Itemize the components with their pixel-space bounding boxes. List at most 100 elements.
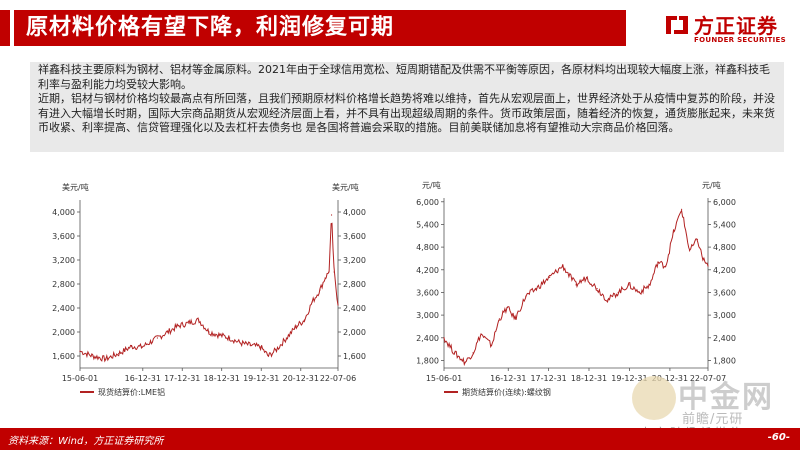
x-tick-label: 17-12-31 — [164, 374, 200, 383]
data-point — [328, 271, 330, 273]
series-line — [79, 222, 339, 363]
summary-paragraph-1: 祥鑫科技主要原料为钢材、铝材等金属原料。2021年由于全球信用宽松、短周期错配及… — [38, 63, 770, 91]
y-tick-label-left: 4,800 — [416, 243, 439, 252]
y-tick-label-right: 5,400 — [713, 220, 736, 229]
x-tick-label: 17-12-31 — [530, 374, 566, 383]
x-tick-label: 22-07-07 — [690, 374, 726, 383]
y-tick-label-left: 3,600 — [416, 288, 439, 297]
y-tick-label-right: 2,400 — [713, 334, 736, 343]
data-point — [92, 355, 94, 357]
data-point — [575, 284, 577, 286]
data-point — [187, 322, 189, 324]
data-point — [464, 361, 466, 363]
summary-text-box: 祥鑫科技主要原料为钢材、铝材等金属原料。2021年由于全球信用宽松、短周期错配及… — [30, 62, 784, 152]
y-unit-left: 元/吨 — [422, 180, 441, 190]
logo-text-en: FOUNDER SECURITIES — [694, 36, 786, 44]
y-tick-label-left: 3,200 — [52, 256, 75, 265]
data-point — [649, 284, 651, 286]
data-point — [296, 325, 298, 327]
x-tick-label: 22-07-06 — [320, 374, 356, 383]
data-point — [506, 306, 508, 309]
data-point — [229, 337, 231, 339]
data-point — [319, 289, 321, 291]
y-tick-label-left: 4,000 — [52, 208, 75, 217]
data-point — [681, 208, 683, 210]
y-tick-label-right: 3,000 — [713, 311, 736, 320]
data-point — [607, 299, 609, 301]
data-point — [638, 291, 640, 294]
data-point — [198, 319, 200, 321]
y-tick-label-right: 6,000 — [713, 198, 736, 207]
data-point — [303, 319, 306, 321]
data-point — [617, 291, 619, 294]
y-tick-label-right: 3,600 — [713, 288, 736, 297]
y-tick-label-right: 4,800 — [713, 243, 736, 252]
data-point — [330, 214, 333, 216]
y-tick-label-right: 1,600 — [343, 352, 366, 361]
data-point — [177, 325, 179, 327]
y-tick-label-right: 3,200 — [343, 256, 366, 265]
data-point — [585, 276, 588, 278]
y-tick-label-left: 5,400 — [416, 220, 439, 229]
title-bar: 原材料价格有望下降，利润修复可期 方正证券 FOUNDER SECURITIES — [0, 0, 800, 52]
data-point — [480, 333, 482, 335]
y-tick-label-right: 2,400 — [343, 304, 366, 313]
y-tick-label-right: 4,000 — [343, 208, 366, 217]
data-point — [131, 345, 133, 347]
x-tick-label: 15-06-01 — [426, 374, 462, 383]
y-tick-label-left: 4,200 — [416, 266, 439, 275]
x-tick-label: 16-12-31 — [490, 374, 526, 383]
data-point — [665, 265, 667, 267]
rebar-futures-chart-svg: 元/吨 元/吨 1,800 2,400 3,000 3,600 4,200 4,800 5,40… — [416, 180, 736, 397]
data-point — [337, 304, 339, 306]
data-point — [141, 346, 143, 348]
data-point — [549, 276, 551, 278]
data-point — [285, 337, 287, 339]
y-tick-label-right: 4,200 — [713, 266, 736, 275]
data-point — [514, 318, 516, 320]
series-line — [443, 209, 709, 367]
data-point — [702, 257, 704, 260]
data-point — [525, 295, 527, 297]
chart-lme-aluminum: 美元/吨 美元/吨 1,600 2,000 2,400 2,800 3,200 3,600 4,… — [48, 170, 378, 404]
title-block — [14, 10, 626, 46]
data-point — [260, 346, 262, 348]
y-tick-label-left: 2,400 — [52, 304, 75, 313]
data-point — [696, 238, 699, 241]
data-point — [707, 265, 709, 267]
data-point — [239, 342, 241, 344]
y-tick-label-right: 2,800 — [343, 280, 366, 289]
x-tick-label: 18-12-31 — [571, 374, 607, 383]
data-point — [596, 288, 598, 290]
data-point — [688, 250, 691, 252]
data-point — [498, 318, 501, 320]
data-point — [673, 231, 675, 233]
data-point — [535, 288, 537, 290]
x-tick-label: 18-12-31 — [204, 374, 240, 383]
x-tick-label: 20-12-31 — [652, 374, 688, 383]
chart-rebar-futures: 元/吨 元/吨 1,800 2,400 3,000 3,600 4,200 4,800 5,40… — [408, 170, 748, 404]
data-point — [208, 331, 210, 333]
company-logo: 方正证券 FOUNDER SECURITIES — [664, 8, 796, 48]
y-tick-label-right: 3,600 — [343, 232, 366, 241]
y-tick-label-left: 3,600 — [52, 232, 75, 241]
data-point — [267, 355, 269, 357]
data-point — [311, 301, 313, 303]
data-point — [249, 344, 251, 346]
legend-label: 现货结算价:LME铝 — [98, 387, 165, 397]
data-point — [118, 353, 120, 355]
y-tick-label-left: 2,400 — [416, 334, 439, 343]
y-tick-label-left: 3,000 — [416, 311, 439, 320]
y-tick-label-left: 1,800 — [416, 356, 439, 365]
title-accent — [0, 10, 10, 46]
data-point — [657, 261, 659, 263]
logo-text-cn: 方正证券 — [694, 14, 778, 38]
data-point — [218, 334, 220, 336]
y-tick-label-left: 1,600 — [52, 352, 75, 361]
data-point — [79, 350, 81, 352]
logo-mark-icon — [666, 16, 688, 34]
x-tick-label: 20-12-31 — [283, 374, 319, 383]
data-point — [105, 358, 107, 360]
x-tick-label: 19-12-31 — [243, 374, 279, 383]
data-point — [333, 271, 335, 273]
